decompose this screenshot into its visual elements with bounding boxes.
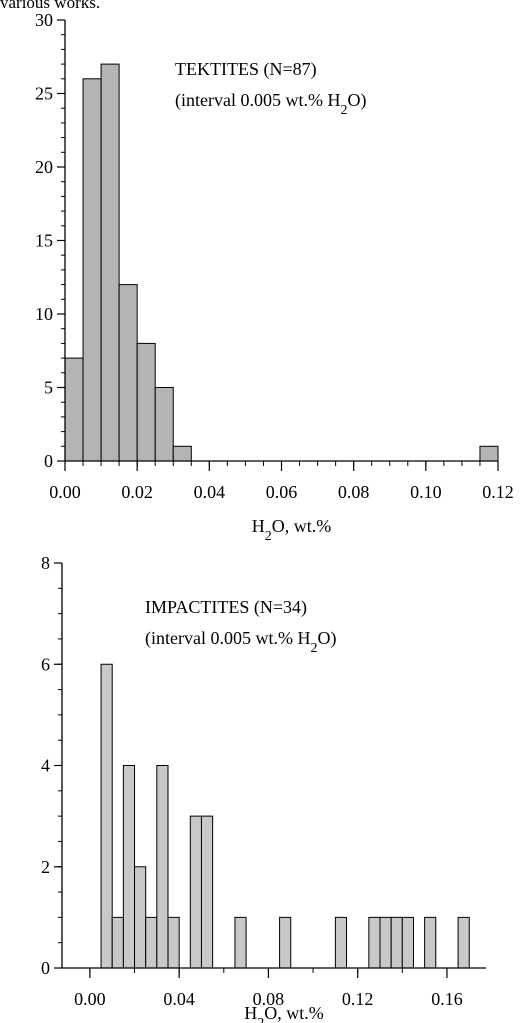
y-tick-label: 25 xyxy=(35,84,53,104)
annotation-title: TEKTITES (N=87) xyxy=(175,59,317,80)
y-tick-label: 8 xyxy=(41,553,50,573)
histogram-bar xyxy=(368,916,381,969)
y-tick-label: 20 xyxy=(35,157,53,177)
x-tick-label: 0.16 xyxy=(431,989,463,1009)
histogram-bar xyxy=(401,916,414,969)
histogram-bar xyxy=(457,916,470,969)
histogram-bar xyxy=(156,765,169,969)
histogram-bar xyxy=(100,63,120,462)
y-tick-label: 30 xyxy=(35,10,53,30)
histogram-bar xyxy=(279,916,292,969)
impactites-histogram: 0 2 4 6 8 0.00 0.04 0.08 0.12 0.16 H2O, wt.% IMPACT… xyxy=(41,553,486,1023)
histogram-bar xyxy=(111,916,124,969)
histogram-bar xyxy=(479,445,499,462)
x-axis-label: H2O, wt.% xyxy=(244,1003,324,1023)
y-tick-label: 4 xyxy=(41,756,50,776)
top-caption: various works. xyxy=(0,0,101,12)
histogram-bar xyxy=(118,284,138,462)
histogram-bar xyxy=(379,916,392,969)
histogram-bar xyxy=(64,357,84,462)
histogram-bar xyxy=(167,916,180,969)
histogram-bar xyxy=(424,916,437,969)
y-tick-label: 15 xyxy=(35,231,53,251)
y-tick-label: 2 xyxy=(41,857,50,877)
x-tick-label: 0.08 xyxy=(338,482,370,502)
histogram-bar xyxy=(334,916,348,969)
histogram-bar xyxy=(82,78,102,462)
x-tick-label: 0.04 xyxy=(194,482,226,502)
y-tick-label: 10 xyxy=(35,304,53,324)
x-tick-label: 0.12 xyxy=(482,482,514,502)
x-tick-label: 0.00 xyxy=(49,482,81,502)
y-tick-label: 0 xyxy=(44,451,53,471)
histogram-bar xyxy=(234,916,247,969)
histogram-bar xyxy=(172,445,192,462)
histogram-bar xyxy=(390,916,403,969)
y-tick-label: 0 xyxy=(41,958,50,978)
histogram-bar xyxy=(145,916,158,969)
y-tick-label: 5 xyxy=(44,378,53,398)
histogram-bar xyxy=(154,387,174,462)
histogram-bar xyxy=(136,342,156,462)
annotation-interval: (interval 0.005 wt.% H2O) xyxy=(145,628,336,656)
histogram-bar xyxy=(200,815,214,969)
x-tick-label: 0.04 xyxy=(163,989,195,1009)
annotation-title: IMPACTITES (N=34) xyxy=(145,597,307,618)
x-tick-label: 0.00 xyxy=(74,989,106,1009)
annotation-interval: (interval 0.005 wt.% H2O) xyxy=(175,90,366,118)
tektites-histogram: 0 5 10 15 20 25 30 0.00 0.02 0.04 0.06 0.08 0.10 0.12… xyxy=(35,10,514,544)
histogram-bar xyxy=(100,663,113,969)
x-axis-label: H2O, wt.% xyxy=(252,516,332,544)
x-tick-label: 0.06 xyxy=(266,482,298,502)
histogram-bar xyxy=(122,765,136,969)
x-tick-label: 0.10 xyxy=(410,482,442,502)
x-tick-label: 0.08 xyxy=(253,989,285,1009)
y-tick-label: 6 xyxy=(41,654,50,674)
x-tick-label: 0.12 xyxy=(342,989,374,1009)
x-tick-label: 0.02 xyxy=(121,482,153,502)
histogram-bar xyxy=(189,815,202,969)
histogram-bar xyxy=(134,866,147,969)
